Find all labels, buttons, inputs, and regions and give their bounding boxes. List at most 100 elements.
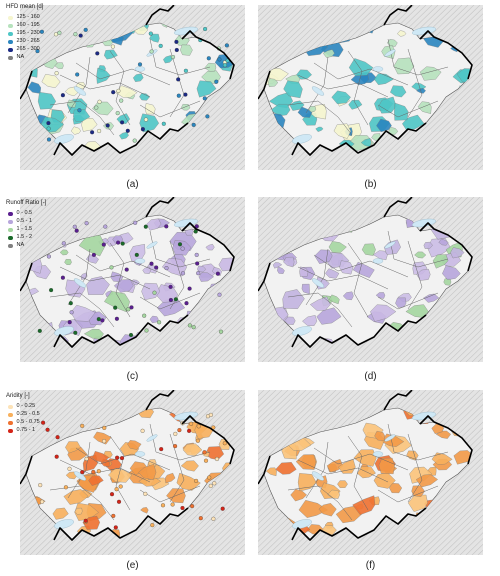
catchment-boundary xyxy=(377,100,439,118)
catchment xyxy=(337,480,348,488)
station-point xyxy=(35,49,40,54)
station-point xyxy=(203,26,208,32)
runoff-legend-label: 0.5 - 1 xyxy=(16,218,33,225)
catchment xyxy=(65,441,81,454)
station-point xyxy=(72,224,77,229)
aridity-legend-swatch xyxy=(8,428,13,434)
station-point xyxy=(177,242,183,247)
catchment xyxy=(196,80,217,98)
station-point xyxy=(137,62,143,67)
station-point xyxy=(110,44,115,49)
station-point xyxy=(170,502,175,507)
runoff-legend-label: 0 - 0.5 xyxy=(16,210,33,217)
station-point xyxy=(208,483,213,488)
catchment xyxy=(318,503,337,517)
catchment xyxy=(416,88,426,94)
hfd-legend-item: 265 - 300 xyxy=(6,46,43,54)
catchment xyxy=(140,507,149,514)
station-point xyxy=(111,90,116,95)
station-point xyxy=(217,57,222,62)
station-point xyxy=(116,499,122,504)
lake-geneva xyxy=(292,326,312,336)
aridity-legend: Aridity [-] 0 - 0.25 0.25 - 0.5 0.5 - 0.75… xyxy=(6,393,40,435)
station-point xyxy=(126,307,131,312)
catchment xyxy=(180,460,199,472)
station-point xyxy=(119,98,124,103)
station-point xyxy=(96,317,101,322)
catchment xyxy=(115,85,138,98)
station-point xyxy=(173,297,178,302)
station-point xyxy=(78,33,83,38)
catchment xyxy=(361,243,376,256)
station-point xyxy=(116,88,121,93)
station-point xyxy=(218,329,224,334)
catchment xyxy=(180,44,193,56)
catchment xyxy=(373,250,388,261)
national-border xyxy=(258,197,473,348)
station-point xyxy=(46,137,52,142)
catchment-boundary xyxy=(139,100,201,118)
station-point xyxy=(207,475,212,480)
catchment xyxy=(378,457,395,475)
station-point xyxy=(187,323,192,328)
catchment xyxy=(310,296,331,311)
hfd-legend-swatch xyxy=(8,55,13,61)
station-point xyxy=(177,428,182,433)
station-point xyxy=(149,261,154,266)
station-point xyxy=(61,241,66,246)
catchment xyxy=(339,260,354,275)
caption-f: (f) xyxy=(365,560,376,571)
station-point xyxy=(113,305,118,310)
station-point xyxy=(214,456,220,462)
station-point xyxy=(68,301,73,306)
lake-zurich xyxy=(384,434,396,442)
catchment xyxy=(116,113,131,124)
catchment xyxy=(373,73,394,85)
station-point xyxy=(46,126,51,131)
catchment xyxy=(54,62,64,69)
hfd-mean-map xyxy=(20,5,245,170)
runoff-legend-item: 0 - 0.5 xyxy=(6,210,46,218)
lake-lucerne xyxy=(372,258,384,264)
station-point xyxy=(174,47,179,53)
catchment xyxy=(352,261,375,278)
station-point xyxy=(37,328,42,333)
station-point xyxy=(140,127,145,132)
station-point xyxy=(212,481,217,486)
lake-lucerne xyxy=(134,66,146,72)
catchment xyxy=(127,440,142,450)
catchment-boundary xyxy=(407,48,423,118)
catchment xyxy=(73,109,91,122)
station-point xyxy=(187,428,192,433)
catchment xyxy=(352,495,376,516)
station-point xyxy=(202,450,207,455)
catchment xyxy=(348,99,363,110)
catchment xyxy=(342,291,354,301)
station-point xyxy=(55,435,60,440)
catchment-boundary xyxy=(109,50,131,126)
catchment xyxy=(92,101,114,116)
runoff-legend-label: NA xyxy=(16,242,25,249)
station-point xyxy=(38,483,43,488)
lakes xyxy=(54,411,198,529)
catchment xyxy=(148,459,157,467)
station-point xyxy=(173,444,178,449)
station-point xyxy=(97,99,102,104)
lake-neuchatel xyxy=(73,278,87,288)
catchment-boundary xyxy=(169,433,185,503)
station-point xyxy=(180,505,185,511)
station-point xyxy=(46,254,51,259)
catchment xyxy=(453,450,472,465)
hfd-legend-item: 160 - 195 xyxy=(6,22,43,30)
catchment xyxy=(407,494,428,512)
national-border xyxy=(20,5,235,156)
station-point xyxy=(191,325,196,330)
lake-lucerne xyxy=(134,258,146,264)
catchment xyxy=(204,62,217,72)
catchment xyxy=(353,449,377,467)
aridity-legend-swatch xyxy=(8,412,13,418)
station-point xyxy=(184,301,189,306)
hfd-legend-item: 195 - 230 xyxy=(6,30,43,38)
catchment xyxy=(299,266,309,277)
station-point xyxy=(140,428,145,433)
